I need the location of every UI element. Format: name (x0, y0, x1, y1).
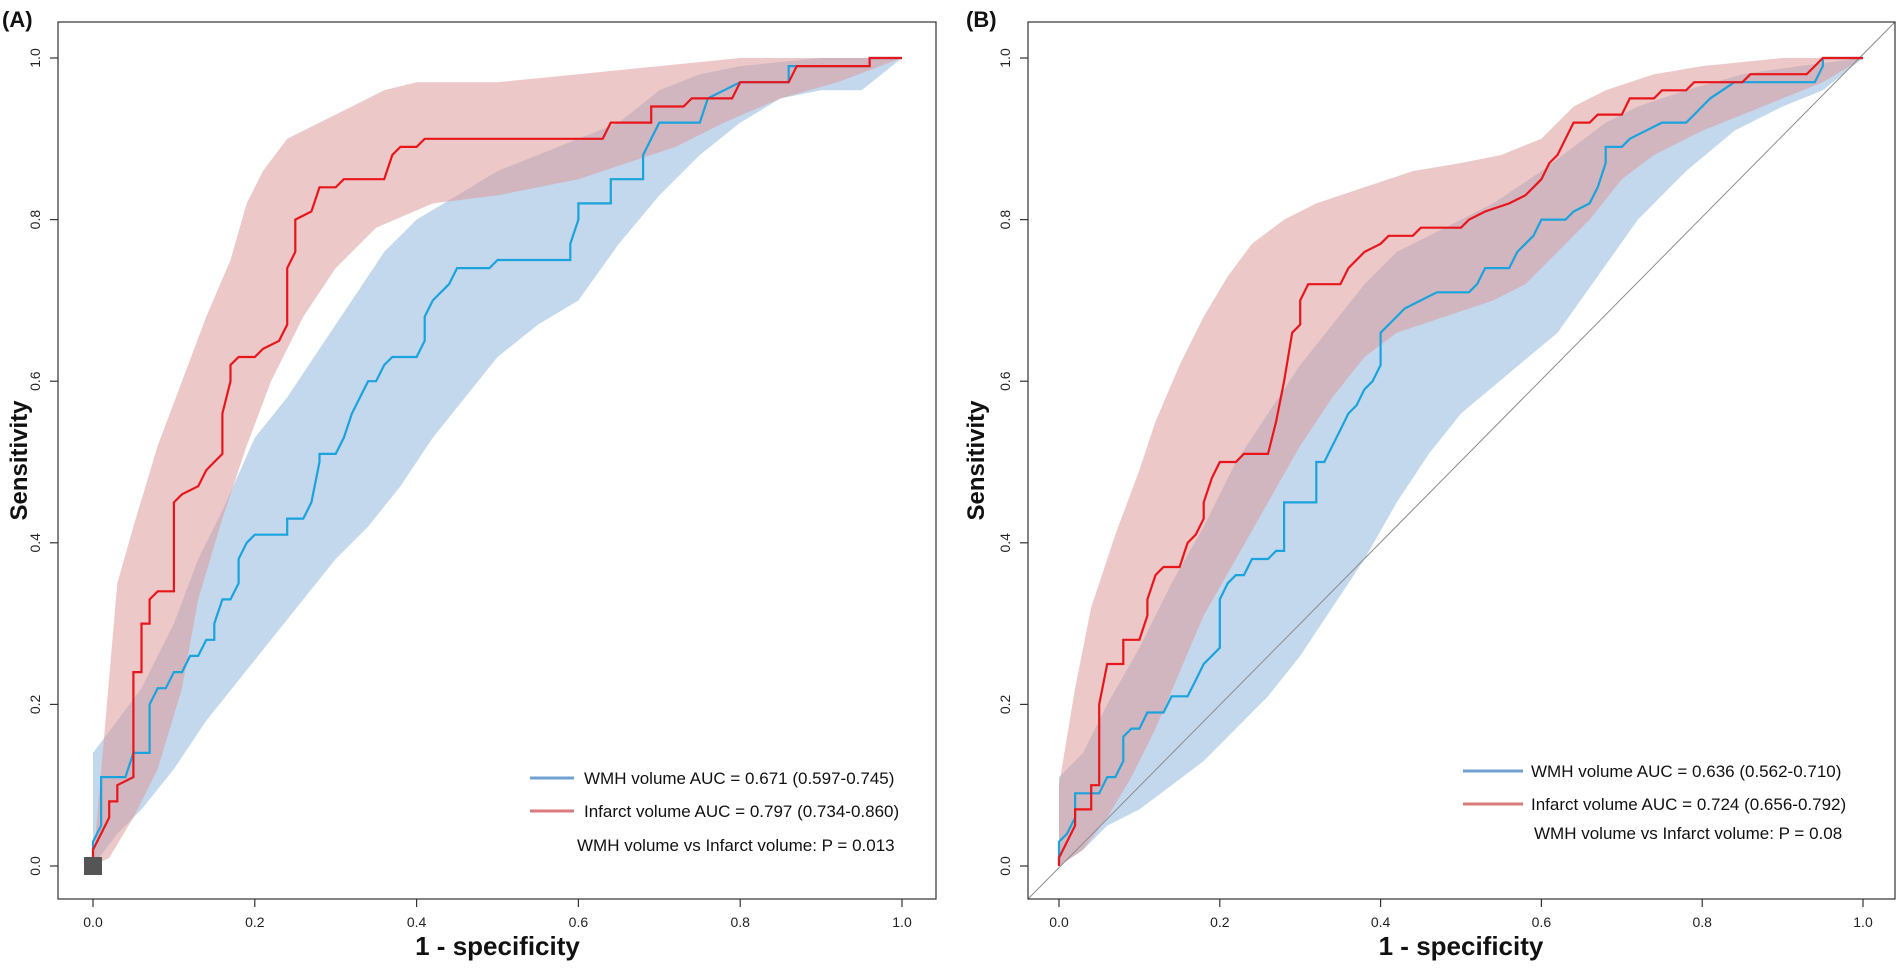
x-tick-label: 0.6 (1532, 914, 1552, 930)
x-tick-label: 1.0 (1853, 914, 1873, 930)
x-tick-label: 0.8 (730, 914, 750, 930)
legend-entry-infarct: Infarct volume AUC = 0.724 (0.656-0.792) (1531, 795, 1846, 814)
ci-band-wmh (93, 58, 902, 866)
y-tick-label: 0.2 (997, 694, 1013, 714)
reference-diagonal (1027, 21, 1896, 900)
x-tick-label: 0.4 (1371, 914, 1391, 930)
y-tick-label: 0.8 (997, 210, 1013, 230)
legend-entry-wmh: WMH volume AUC = 0.671 (0.597-0.745) (584, 769, 894, 788)
panel-label: (B) (966, 7, 997, 32)
legend-entry-infarct: Infarct volume AUC = 0.797 (0.734-0.860) (584, 802, 899, 821)
axes: 0.0 0.2 0.4 0.6 0.8 1.0 0.0 0.2 0.4 0.6 0.8 1.0 (27, 21, 937, 930)
y-tick-label: 0.6 (27, 371, 43, 391)
y-tick-label: 0.6 (997, 371, 1013, 391)
y-tick-label: 0.4 (997, 533, 1013, 553)
roc-curves (1057, 56, 1863, 866)
x-tick-label: 0.8 (1692, 914, 1712, 930)
legend-p-value-note: WMH volume vs Infarct volume: P = 0.013 (577, 836, 895, 855)
marker-layer (84, 857, 102, 875)
x-tick-label: 0.2 (245, 914, 265, 930)
y-axis-label: Sensitivity (6, 400, 33, 521)
x-tick-label: 0.4 (407, 914, 427, 930)
y-tick-label: 0.0 (997, 856, 1013, 876)
roc-curves (91, 56, 902, 866)
y-tick-label: 1.0 (27, 48, 43, 68)
plot-frame (57, 21, 937, 900)
legend-p-value-note: WMH volume vs Infarct volume: P = 0.08 (1534, 824, 1842, 843)
x-axis-label: 1 - specificity (415, 931, 580, 961)
x-tick-label: 1.0 (892, 914, 912, 930)
plot-frame (1027, 21, 1896, 900)
roc-curve-wmh (91, 56, 902, 866)
panel-a: (A) 0.0 0.2 0.4 0.6 0.8 1.0 0.0 0.2 0.4 0.6 0.8 1.0… (2, 7, 937, 961)
ci-band-infarct (1059, 58, 1863, 866)
ci-bands (1059, 58, 1863, 866)
legend-entry-wmh: WMH volume AUC = 0.636 (0.562-0.710) (1531, 762, 1841, 781)
diagonal-layer (1027, 21, 1896, 900)
y-tick-label: 0.2 (27, 694, 43, 714)
roc-curve-infarct (1057, 56, 1863, 866)
legend: WMH volume AUC = 0.671 (0.597-0.745) Inf… (530, 769, 899, 855)
x-axis-label: 1 - specificity (1379, 931, 1544, 961)
roc-curve-infarct (91, 56, 902, 866)
legend: WMH volume AUC = 0.636 (0.562-0.710) Inf… (1463, 762, 1846, 843)
origin-marker (84, 857, 102, 875)
ci-band-infarct (93, 58, 902, 866)
y-tick-label: 0.8 (27, 210, 43, 230)
y-tick-label: 1.0 (997, 48, 1013, 68)
axes: 0.0 0.2 0.4 0.6 0.8 1.0 0.0 0.2 0.4 0.6 0.8 1.0 (997, 21, 1896, 930)
panel-b: (B) 0.0 0.2 0.4 0.6 0.8 1.0 0.0 0.2 0.4 0.6 0.8 1.0… (963, 7, 1896, 961)
roc-curve-wmh (1057, 56, 1863, 866)
x-tick-label: 0.0 (1049, 914, 1069, 930)
panel-label: (A) (2, 7, 33, 32)
y-tick-label: 0.0 (27, 856, 43, 876)
x-tick-label: 0.2 (1210, 914, 1230, 930)
x-tick-label: 0.0 (83, 914, 103, 930)
y-axis-label: Sensitivity (963, 400, 990, 521)
y-tick-label: 0.4 (27, 533, 43, 553)
ci-bands (93, 58, 902, 866)
x-tick-label: 0.6 (569, 914, 589, 930)
